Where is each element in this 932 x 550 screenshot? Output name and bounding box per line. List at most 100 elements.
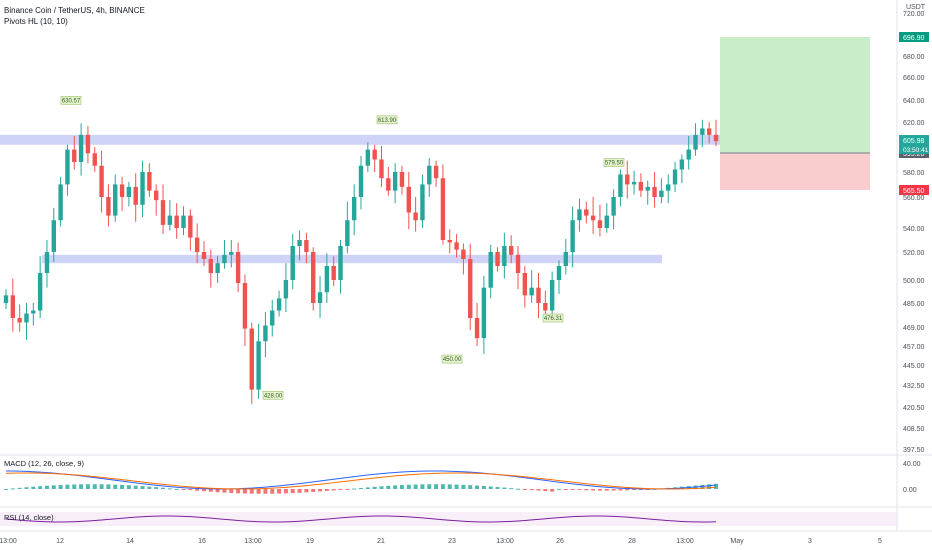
macd-histogram-bar [604,489,609,491]
time-tick: 26 [556,538,564,545]
candle-body [92,153,97,166]
macd-histogram-bar [167,488,172,490]
countdown-label: 03:50:41 [903,147,929,154]
macd-histogram-bar [365,487,370,489]
candle-body [502,246,507,266]
candle-body [433,165,439,179]
macd-line [5,470,717,490]
price-tick: 580.00 [903,170,925,177]
macd-histogram-bar [516,488,521,490]
macd-histogram-bar [17,487,22,489]
rsi-band [0,512,897,526]
candle-body [331,266,336,280]
macd-histogram-bar [550,489,555,492]
candle-body [72,149,77,162]
price-tick: 620.00 [903,120,925,127]
macd-histogram-bar [372,486,377,489]
macd-histogram-bar [481,486,486,489]
pivot-label: 450.00 [443,357,462,363]
macd-histogram-bar [345,489,350,490]
macd-histogram-bar [120,484,125,489]
candle-body [3,295,9,303]
stop-zone [720,153,870,190]
candle-body [113,184,118,216]
macd-histogram-bar [10,488,15,490]
candle-body [440,178,446,240]
macd-histogram-bar [386,485,391,489]
time-tick: 13:00 [244,538,262,545]
macd-histogram-bar [277,489,282,494]
macd-histogram-bar [420,484,425,489]
candle-body [24,313,29,323]
candle-body [338,246,343,280]
macd-histogram-bar [208,489,213,492]
candle-body [215,263,220,273]
indicator-legend[interactable]: Pivots HL (10, 10) [4,17,68,26]
candle-body [358,165,364,197]
macd-legend[interactable]: MACD (12, 26, close, 9) [4,459,85,468]
macd-histogram-bar [413,484,418,489]
current-price-label-bg [899,135,929,145]
pivot-label: 476.31 [544,316,563,322]
price-tick: 457.00 [903,344,925,351]
macd-histogram-bar [447,484,452,489]
candle-body [133,186,138,205]
macd-histogram-bar [468,485,473,489]
candle-body [454,242,459,250]
macd-histogram-bar [4,489,8,490]
currency-label: USDT [906,4,926,11]
macd-histogram-bar [625,489,630,491]
candle-body [386,178,391,191]
macd-histogram-bar [297,489,302,493]
candle-body [58,184,63,221]
macd-histogram-bar [256,489,261,494]
price-tick: 500.00 [903,278,925,285]
macd-histogram-bar [645,489,650,490]
macd-histogram-bar [324,489,329,491]
macd-histogram-bar [290,489,295,494]
candle-body [44,252,50,273]
macd-histogram-bar [38,486,43,489]
candle-body [468,259,473,318]
candle-body [700,128,705,135]
pivot-label-box [60,96,82,105]
macd-histogram-bar [584,489,589,491]
macd-histogram-bar [536,489,541,491]
macd-histogram-bar [58,484,63,489]
time-tick: 12 [56,538,64,545]
candle-body [17,318,22,323]
time-tick: 19 [306,538,314,545]
candle-body [522,273,528,296]
macd-histogram-bar [140,486,145,489]
candle-body [283,280,289,299]
macd-histogram-bar [714,483,718,489]
candle-body [140,172,145,205]
macd-histogram-bar [461,484,466,489]
candle-body [666,184,671,191]
candle-body [297,240,302,246]
candle-body [324,266,330,293]
symbol-title: Binance Coin / TetherUS, 4h, BINANCE [4,6,145,15]
candle-body [488,252,493,288]
candle-body [229,252,234,255]
price-tick: 420.50 [903,405,925,412]
candle-body [51,220,56,252]
macd-histogram-bar [92,484,97,489]
target-price-label-bg [899,32,929,42]
candle-body [474,318,480,339]
macd-histogram-bar [495,487,500,489]
macd-histogram-bar [304,489,309,493]
macd-histogram-bar [311,489,316,492]
candle-body [188,215,193,238]
macd-histogram-bar [454,484,459,489]
pivot-label-box [441,354,463,364]
macd-histogram-bar [72,484,77,489]
price-tick: 640.00 [903,98,925,105]
rsi-legend[interactable]: RSI (14, close) [4,513,54,522]
candle-body [311,252,316,303]
candle-body [618,174,623,197]
candle-body [270,310,275,326]
macd-histogram-bar [563,489,568,490]
macd-histogram-bar [638,489,643,490]
